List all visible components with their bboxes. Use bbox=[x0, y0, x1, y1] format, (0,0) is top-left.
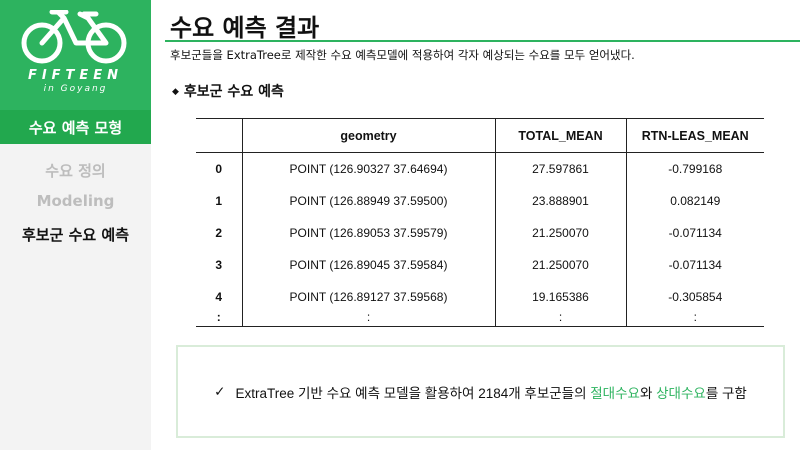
table-ellipsis-row: : : : : bbox=[196, 311, 764, 327]
table-cell: -0.305854 bbox=[625, 280, 764, 313]
table-cell: 23.888901 bbox=[494, 184, 626, 217]
table-cell: : bbox=[625, 311, 764, 327]
table-cell: POINT (126.89053 37.59579) bbox=[241, 216, 495, 249]
table-cell: 19.165386 bbox=[494, 280, 626, 313]
table-row: 1 POINT (126.88949 37.59500) 23.888901 0… bbox=[196, 184, 764, 217]
table-cell: 2 bbox=[215, 225, 223, 240]
page-title: 수요 예측 결과 bbox=[170, 14, 320, 42]
sidebar-section-label: 수요 예측 모형 bbox=[28, 118, 123, 137]
table-cell: : bbox=[196, 311, 242, 327]
table-cell: : bbox=[241, 311, 495, 327]
summary-text: ✓ ExtraTree 기반 수요 예측 모델을 활용하여 2184개 후보군들… bbox=[178, 347, 783, 436]
table-cell: POINT (126.90327 37.64694) bbox=[241, 152, 495, 185]
results-table: geometry TOTAL_MEAN RTN-LEAS_MEAN 0 POIN… bbox=[196, 118, 764, 327]
sidebar-section-header: 수요 예측 모형 bbox=[0, 110, 151, 144]
table-cell: POINT (126.88949 37.59500) bbox=[241, 184, 495, 217]
summary-box: ✓ ExtraTree 기반 수요 예측 모델을 활용하여 2184개 후보군들… bbox=[176, 345, 785, 438]
summary-text-part: 를 구함 bbox=[705, 385, 747, 401]
sidebar-item-candidate-demand[interactable]: 후보군 수요 예측 bbox=[21, 226, 130, 244]
table-cell: -0.799168 bbox=[625, 152, 764, 185]
table-cell: 0.082149 bbox=[625, 184, 764, 217]
table-cell: 21.250070 bbox=[494, 248, 626, 281]
summary-highlight-relative: 상대수요 bbox=[656, 385, 706, 401]
table-cell: POINT (126.89127 37.59568) bbox=[241, 280, 495, 313]
table-cell: 27.597861 bbox=[494, 152, 626, 185]
table-cell: 21.250070 bbox=[494, 216, 626, 249]
sidebar-item-modeling[interactable]: Modeling bbox=[36, 192, 115, 210]
checkmark-icon: ✓ bbox=[214, 383, 226, 399]
table-cell: POINT (126.89045 37.59584) bbox=[241, 248, 495, 281]
logo: FIFTEEN in Goyang bbox=[0, 0, 151, 110]
bicycle-icon bbox=[21, 10, 127, 64]
diamond-bullet-icon: ◆ bbox=[172, 87, 179, 97]
sidebar-item-demand-definition[interactable]: 수요 정의 bbox=[45, 162, 106, 180]
section-heading-text: 후보군 수요 예측 bbox=[183, 84, 284, 100]
sidebar: FIFTEEN in Goyang 수요 예측 모형 수요 정의 Modelin… bbox=[0, 0, 151, 450]
table-header-geometry: geometry bbox=[241, 118, 495, 153]
table-row: 0 POINT (126.90327 37.64694) 27.597861 -… bbox=[196, 152, 764, 185]
summary-text-part: ExtraTree 기반 수요 예측 모델을 활용하여 2184개 후보군들의 bbox=[235, 385, 591, 401]
table-cell: 1 bbox=[215, 193, 223, 208]
summary-text-part: 와 bbox=[639, 385, 657, 401]
table-cell: 0 bbox=[215, 161, 223, 176]
logo-subtitle: in Goyang bbox=[43, 84, 108, 94]
table-header-rtn-leas-mean: RTN-LEAS_MEAN bbox=[625, 118, 764, 153]
table-header-index bbox=[196, 118, 242, 153]
section-heading: ◆ 후보군 수요 예측 bbox=[172, 81, 284, 101]
table-row: 2 POINT (126.89053 37.59579) 21.250070 -… bbox=[196, 216, 764, 249]
table-cell: -0.071134 bbox=[625, 248, 764, 281]
table-cell: 3 bbox=[215, 257, 223, 272]
summary-highlight-absolute: 절대수요 bbox=[590, 385, 640, 401]
table-header-row: geometry TOTAL_MEAN RTN-LEAS_MEAN bbox=[196, 118, 764, 153]
table-cell: -0.071134 bbox=[625, 216, 764, 249]
table-row: 3 POINT (126.89045 37.59584) 21.250070 -… bbox=[196, 248, 764, 281]
table-row: 4 POINT (126.89127 37.59568) 19.165386 -… bbox=[196, 280, 764, 313]
logo-title: FIFTEEN bbox=[27, 68, 124, 83]
table-cell: : bbox=[494, 311, 626, 327]
page-subtitle: 후보군들을 ExtraTree로 제작한 수요 예측모델에 적용하여 각자 예상… bbox=[170, 48, 635, 62]
title-divider bbox=[165, 40, 800, 42]
table-header-total-mean: TOTAL_MEAN bbox=[494, 118, 626, 153]
table-cell: 4 bbox=[215, 289, 223, 304]
